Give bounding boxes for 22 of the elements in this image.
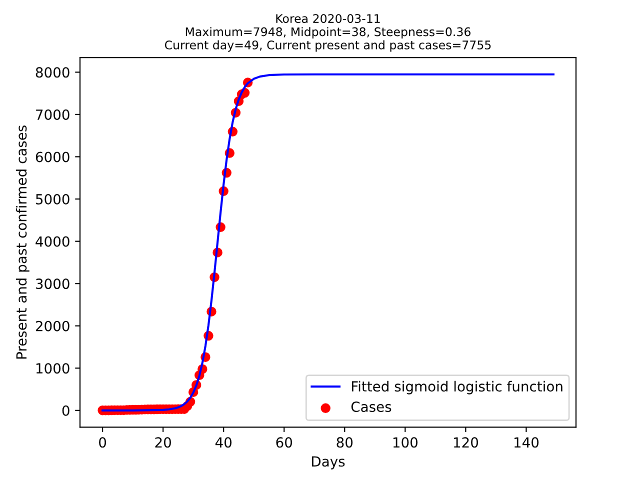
legend-label: Cases <box>351 402 392 412</box>
y-tick-label: 7000 <box>36 109 70 120</box>
y-tick-label: 3000 <box>36 278 70 290</box>
legend-label: Fitted sigmoid logistic function <box>352 380 562 394</box>
chart-title: Korea 2020-03-11 Maximum=7948, Midpoint=38, Steepness=0.36 Current day=49, Current present and past cases=7755 <box>164 14 491 52</box>
y-tick-label: 1000 <box>36 363 70 374</box>
y-tick-label: 4000 <box>36 236 70 247</box>
y-tick-label: 0 <box>62 405 70 416</box>
x-tick-label: 80 <box>336 437 353 448</box>
x-axis-title: Days <box>312 456 345 470</box>
y-tick-label: 8000 <box>36 67 70 78</box>
x-tick-label: 120 <box>454 437 478 448</box>
x-tick-label: 140 <box>514 437 539 448</box>
y-tick-label: 6000 <box>36 152 70 162</box>
y-tick-label: 2000 <box>36 320 70 332</box>
y-tick-label: 5000 <box>36 194 70 204</box>
x-tick-label: 100 <box>393 437 418 448</box>
x-tick-label: 20 <box>155 437 171 448</box>
x-tick-label: 40 <box>215 437 232 448</box>
y-axis-title: Present and past confirmed cases <box>16 126 30 359</box>
x-tick-label: 60 <box>276 437 292 448</box>
x-tick-label: 0 <box>99 437 106 448</box>
